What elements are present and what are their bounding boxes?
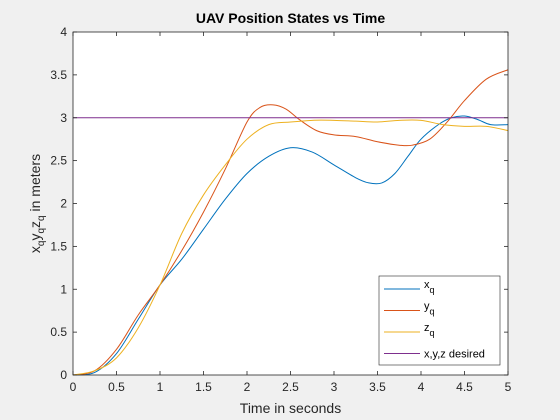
- y-tick-label: 1: [60, 282, 67, 296]
- x-tick-label: 2.5: [282, 380, 299, 394]
- legend-box: [378, 275, 501, 366]
- y-tick-label: 0: [60, 368, 67, 382]
- x-tick-label: 0.5: [108, 380, 125, 394]
- x-tick-label: 1: [157, 380, 164, 394]
- x-tick-label: 4.5: [456, 380, 473, 394]
- legend-label-0: xq: [424, 279, 435, 295]
- x-tick-label: 5: [505, 380, 512, 394]
- chart-title: UAV Position States vs Time: [196, 10, 386, 26]
- series-layer: [72, 69, 509, 376]
- legend-label-1: yq: [424, 301, 435, 317]
- x-tick-label: 3.5: [369, 380, 386, 394]
- x-tick-label: 1.5: [195, 380, 212, 394]
- y-tick-label: 0.5: [50, 325, 67, 339]
- y-axis-title-subscript: q: [36, 215, 47, 221]
- legend-label-2: zq: [424, 322, 435, 338]
- y-axis-title-part: y: [27, 234, 43, 241]
- legend: xq yq zq x,y,z desired: [378, 275, 501, 366]
- y-axis-title-subscript: q: [36, 228, 47, 234]
- series-line-2: [72, 119, 509, 376]
- y-tick-label: 1.5: [50, 239, 67, 253]
- y-axis-title-part: z: [27, 221, 43, 228]
- y-axis-title-part: x: [27, 246, 43, 253]
- y-tick-label: 3: [60, 111, 67, 125]
- x-tick-label: 2: [244, 380, 251, 394]
- x-tick-label: 4: [418, 380, 425, 394]
- y-tick-label: 4: [60, 25, 67, 39]
- x-tick-label: 3: [331, 380, 338, 394]
- ticks-layer: 0 0.5 1 1.5 2 2.5 3 3.5 4 4.5 5 0 0.5 1 1.5 2 2.5 3 3.5 4: [50, 25, 511, 394]
- legend-label-3: x,y,z desired: [424, 349, 485, 361]
- y-tick-label: 2.5: [50, 154, 67, 168]
- series-line-1: [72, 69, 509, 376]
- y-axis-title-part: in meters: [27, 154, 43, 215]
- x-tick-label: 0: [70, 380, 77, 394]
- y-axis-title: xqyqzq in meters: [27, 154, 47, 253]
- x-axis-title: Time in seconds: [240, 400, 341, 416]
- y-axis-title-subscript: q: [36, 241, 47, 247]
- y-tick-label: 2: [60, 197, 67, 211]
- y-tick-label: 3.5: [50, 68, 67, 82]
